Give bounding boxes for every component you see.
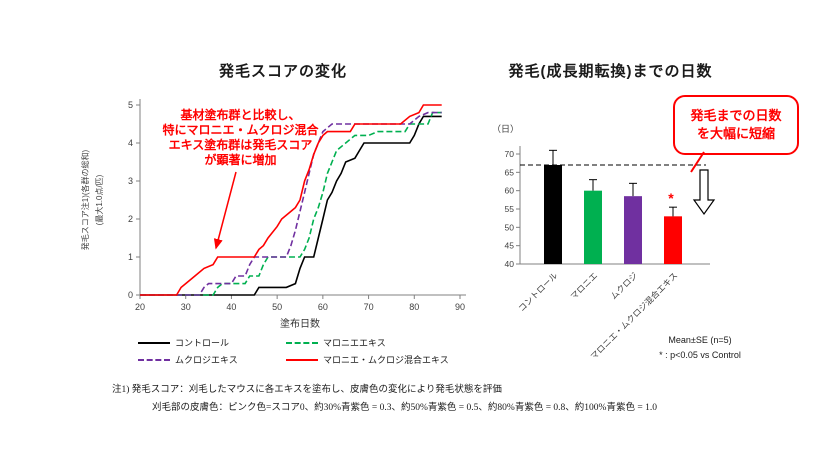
svg-text:2: 2 [128, 214, 133, 224]
bar-chart-callout: 発毛までの日数 を大幅に短縮 [673, 95, 799, 155]
legend-line-sample [286, 358, 318, 361]
svg-text:20: 20 [135, 302, 145, 312]
svg-text:70: 70 [364, 302, 374, 312]
svg-text:コントロール: コントロール [516, 270, 559, 313]
legend-label: マロニエ・ムクロジ混合エキス [323, 355, 449, 365]
line-chart-legend: コントロール マロニエエキスムクロジエキス マロニエ・ムクロジ混合エキス [138, 336, 449, 366]
legend-label: ムクロジエキス [175, 355, 238, 365]
bar-chart-title: 発毛(成長期転換)までの日数 [508, 63, 713, 80]
svg-text:0: 0 [128, 290, 133, 300]
legend-label: マロニエエキス [323, 338, 386, 348]
footnote-skin-color: 刈毛部の皮膚色：ピンク色=スコア0、約30%青紫色 = 0.3、約50%青紫色 … [152, 403, 657, 413]
svg-text:1: 1 [128, 252, 133, 262]
svg-text:（日）: （日） [492, 124, 519, 134]
svg-text:塗布日数: 塗布日数 [280, 317, 320, 330]
legend-item: マロニエ・ムクロジ混合エキス [286, 353, 449, 366]
svg-text:マロニエ: マロニエ [568, 270, 599, 301]
svg-text:*: * [668, 190, 674, 206]
svg-text:90: 90 [455, 302, 465, 312]
svg-text:80: 80 [409, 302, 419, 312]
legend-item: コントロール [138, 336, 286, 349]
stats-note-mean-se: Mean±SE (n=5) [668, 335, 732, 345]
svg-text:40: 40 [226, 302, 236, 312]
legend-line-sample [138, 358, 170, 361]
legend-label: コントロール [175, 338, 230, 348]
svg-text:60: 60 [318, 302, 328, 312]
svg-text:65: 65 [505, 167, 515, 177]
legend-line-sample [286, 341, 318, 344]
legend-item: マロニエエキス [286, 336, 449, 349]
svg-text:5: 5 [128, 100, 133, 110]
svg-text:70: 70 [505, 149, 515, 159]
stats-notes: Mean±SE (n=5) * : p<0.05 vs Control [600, 333, 800, 363]
line-chart-title: 発毛スコアの変化 [218, 63, 347, 80]
svg-text:40: 40 [505, 259, 515, 269]
svg-text:ムクロジ: ムクロジ [608, 270, 639, 301]
legend-item: ムクロジエキス [138, 353, 286, 366]
svg-text:3: 3 [128, 176, 133, 186]
legend-line-sample [138, 341, 170, 344]
svg-text:30: 30 [181, 302, 191, 312]
svg-text:4: 4 [128, 138, 133, 148]
stats-note-pvalue: * : p<0.05 vs Control [659, 350, 741, 360]
svg-text:60: 60 [505, 186, 515, 196]
svg-text:55: 55 [505, 204, 515, 214]
svg-text:45: 45 [505, 241, 515, 251]
footnote-score-definition: 注1) 発毛スコア：刈毛したマウスに各エキスを塗布し、皮膚色の変化により発毛状態… [112, 385, 502, 395]
line-chart-annotation: 基材塗布群と比較し、 特にマロニエ・ムクロジ混合 エキス塗布群は発毛スコア が顕… [162, 108, 319, 167]
y-axis-label-line1: 発毛スコア注1)(各群の総和) [81, 149, 90, 251]
svg-text:50: 50 [272, 302, 282, 312]
line-chart: 20 30 40 50 60 70 80 90 0 1 2 3 4 5 塗布日数 [128, 99, 466, 330]
svg-text:50: 50 [505, 222, 515, 232]
